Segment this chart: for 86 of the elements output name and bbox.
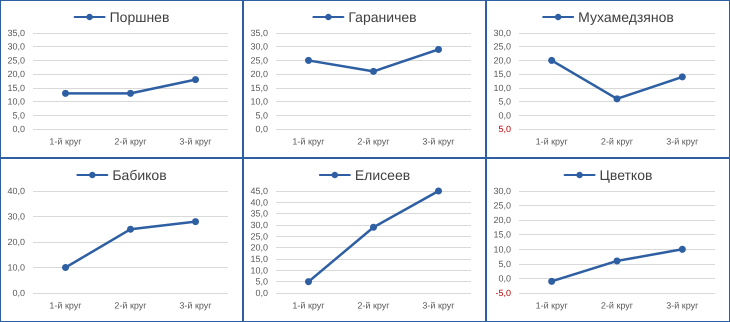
- y-tick-label: 35,0: [7, 28, 25, 38]
- y-tick-label: 25,0: [493, 42, 511, 52]
- y-tick-label: 15,0: [7, 82, 25, 93]
- y-tick-label: 25,0: [250, 231, 268, 242]
- y-tick-label: 20,0: [493, 55, 511, 66]
- legend-label: Мухамедзянов: [578, 9, 674, 25]
- y-tick-label: 10,0: [493, 82, 511, 93]
- y-tick-label: 25,0: [493, 200, 511, 211]
- point: [678, 246, 686, 253]
- y-tick-label: -5,0: [495, 288, 511, 298]
- x-tick-label: 3-й круг: [422, 300, 456, 310]
- y-tick-label: 20,0: [7, 237, 25, 247]
- y-tick-label: 5,0: [255, 276, 268, 287]
- y-tick-label: 20,0: [250, 242, 268, 253]
- x-tick-label: 1-й круг: [49, 136, 82, 146]
- y-tick-label: 10,0: [7, 262, 25, 272]
- y-tick-label: 0,0: [255, 288, 268, 298]
- y-tick-label: 30,0: [7, 42, 25, 52]
- y-tick-label: 15,0: [493, 69, 511, 80]
- point: [548, 56, 556, 64]
- x-tick-label: 3-й круг: [666, 300, 700, 310]
- y-tick-label: 0,0: [255, 124, 268, 134]
- y-tick-label: 25,0: [250, 55, 268, 66]
- y-tick-label: 40,0: [250, 197, 268, 208]
- x-tick-label: 2-й круг: [600, 136, 634, 146]
- x-tick-label: 1-й круг: [292, 300, 326, 310]
- x-tick-label: 2-й круг: [114, 300, 148, 310]
- x-tick-label: 3-й круг: [666, 136, 700, 146]
- y-tick-label: 5,0: [498, 96, 511, 107]
- y-tick-label: 30,0: [493, 28, 511, 38]
- point: [370, 68, 377, 75]
- legend-label: Поршнев: [110, 9, 170, 25]
- y-tick-label: 15,0: [250, 254, 268, 264]
- x-tick-label: 3-й круг: [422, 136, 456, 146]
- y-tick-label: 30,0: [250, 220, 268, 230]
- x-tick-label: 2-й круг: [357, 300, 390, 310]
- y-tick-label: 10,0: [250, 96, 268, 107]
- point: [62, 264, 69, 271]
- x-tick-label: 1-й круг: [536, 136, 568, 146]
- y-tick-label: 20,0: [250, 69, 268, 80]
- point: [614, 95, 620, 102]
- y-tick-label: 30,0: [250, 42, 268, 52]
- y-tick-label: 15,0: [250, 82, 268, 93]
- x-tick-label: 2-й круг: [600, 300, 634, 310]
- legend-label: Елисеев: [354, 167, 410, 183]
- legend-label: Бабиков: [112, 167, 167, 183]
- point: [435, 46, 442, 53]
- y-tick-label: 15,0: [493, 230, 511, 240]
- y-tick-label: 25,0: [7, 55, 25, 66]
- legend-label: Цветков: [600, 167, 652, 183]
- x-tick-label: 1-й круг: [536, 300, 568, 310]
- x-tick-label: 3-й круг: [179, 136, 212, 146]
- y-tick-label: 0,0: [498, 273, 511, 284]
- y-tick-label: 45,0: [250, 186, 268, 196]
- x-tick-label: 2-й круг: [357, 136, 390, 146]
- point: [127, 226, 134, 233]
- x-tick-label: 3-й круг: [179, 300, 212, 310]
- point: [614, 257, 620, 264]
- point: [305, 278, 312, 286]
- point: [370, 224, 377, 231]
- x-tick-label: 1-й круг: [49, 300, 82, 310]
- y-tick-label: 35,0: [250, 28, 268, 38]
- y-tick-label: 30,0: [493, 186, 511, 196]
- y-tick-label: 0,0: [12, 288, 25, 298]
- y-tick-label: 30,0: [7, 212, 25, 222]
- point: [435, 188, 442, 194]
- point: [548, 278, 556, 285]
- point: [305, 56, 312, 64]
- y-tick-label: 20,0: [7, 69, 25, 80]
- y-tick-label: 0,0: [498, 110, 511, 120]
- y-tick-label: 5,0: [12, 110, 25, 120]
- y-tick-label: 5,0: [255, 110, 268, 120]
- y-tick-label: 10,0: [7, 96, 25, 107]
- point: [678, 73, 686, 80]
- y-tick-label: 0,0: [12, 124, 25, 134]
- y-tick-label: 35,0: [250, 208, 268, 219]
- legend-label: Гараничев: [348, 9, 417, 25]
- y-tick-label: 20,0: [493, 215, 511, 226]
- y-tick-label: 40,0: [7, 186, 25, 196]
- y-tick-label: 5,0: [498, 258, 511, 269]
- y-tick-label: 10,0: [493, 244, 511, 254]
- x-tick-label: 1-й круг: [292, 136, 326, 146]
- y-tick-label: 10,0: [250, 265, 268, 276]
- y-tick-label: 5,0: [498, 124, 511, 134]
- x-tick-label: 2-й круг: [114, 136, 148, 146]
- point: [192, 218, 199, 226]
